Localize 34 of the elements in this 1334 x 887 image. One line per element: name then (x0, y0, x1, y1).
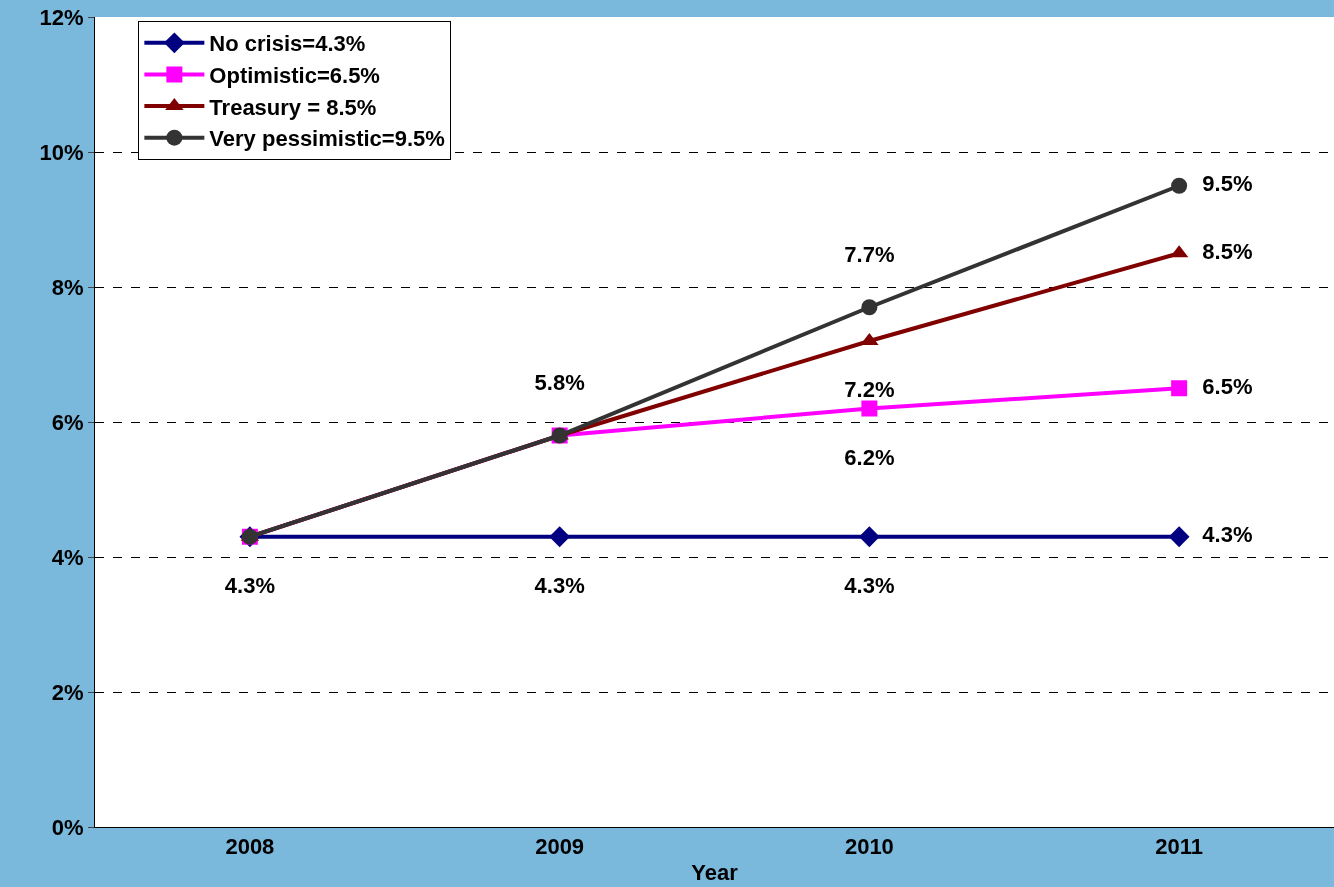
data-label: 6.5% (1190, 373, 1253, 399)
legend-label: No crisis=4.3% (209, 31, 366, 57)
point (549, 526, 571, 548)
data-label: 4.3% (844, 572, 895, 598)
point (1171, 177, 1188, 194)
data-label: 5.8% (534, 370, 585, 396)
data-label: 6.2% (844, 444, 895, 470)
y-tick-label: 4% (51, 544, 84, 570)
y-tick-label: 8% (51, 274, 84, 300)
data-label: 7.2% (844, 377, 895, 403)
y-tick-label: 10% (39, 139, 84, 165)
point (1171, 380, 1188, 397)
data-label: 4.3% (224, 572, 275, 598)
x-tick-label: 2009 (535, 834, 585, 860)
data-label: 4.3% (1190, 522, 1253, 548)
x-axis-title: Year (691, 860, 739, 886)
y-tick-label: 6% (51, 409, 84, 435)
point (858, 526, 880, 548)
legend-label: Very pessimistic=9.5% (209, 126, 445, 152)
point (861, 400, 878, 417)
data-label: 4.3% (534, 572, 585, 598)
x-tick-label: 2008 (225, 834, 275, 860)
data-label: 7.7% (844, 242, 895, 268)
x-tick-label: 2010 (844, 834, 894, 860)
point (1168, 526, 1190, 548)
y-tick-label: 2% (51, 679, 84, 705)
legend-label: Treasury = 8.5% (209, 94, 377, 120)
legend-label: Optimistic=6.5% (209, 63, 380, 89)
x-tick-label: 2011 (1155, 834, 1203, 860)
point (861, 299, 878, 316)
data-label: 9.5% (1190, 171, 1253, 197)
y-tick-label: 0% (51, 814, 84, 840)
y-tick-label: 12% (39, 4, 84, 30)
data-label: 8.5% (1190, 238, 1253, 264)
